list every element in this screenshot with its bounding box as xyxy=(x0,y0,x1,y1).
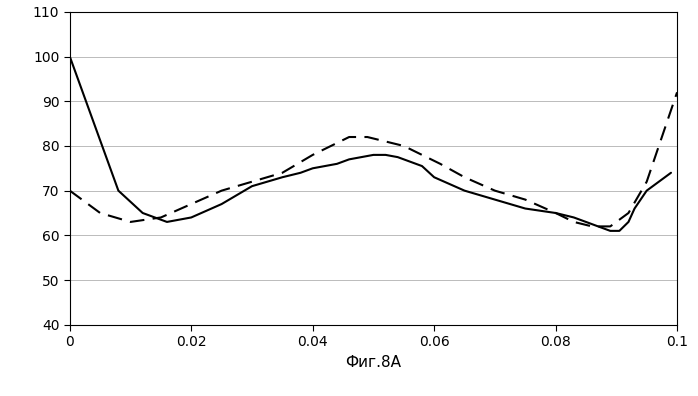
X-axis label: Фиг.8A: Фиг.8A xyxy=(346,355,401,370)
